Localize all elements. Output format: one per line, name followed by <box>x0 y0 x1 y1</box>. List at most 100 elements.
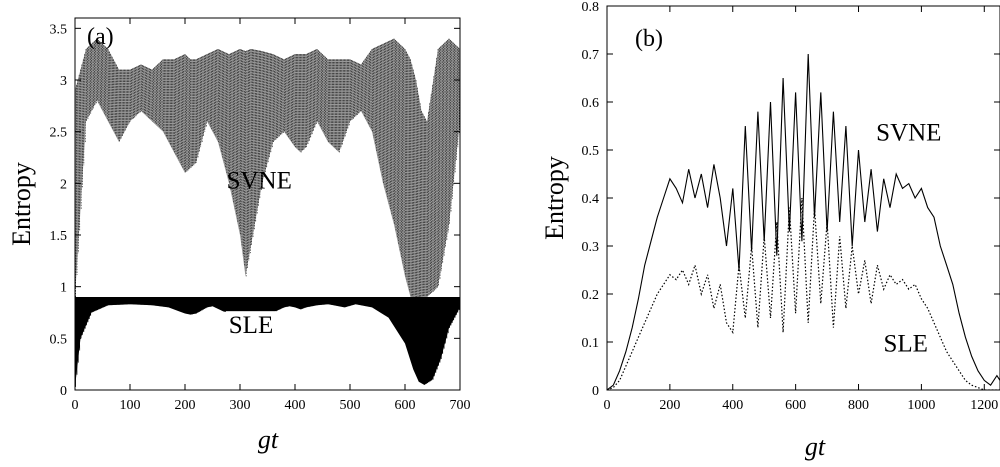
series-svne-stroke <box>208 53 210 124</box>
series-svne-stroke <box>367 54 369 124</box>
series-svne-stroke <box>187 56 189 171</box>
series-sle-stroke <box>227 296 229 313</box>
series-sle-stroke <box>384 296 386 316</box>
series-svne-stroke <box>377 46 379 158</box>
series-svne-stroke <box>191 59 193 167</box>
series-svne-stroke <box>356 62 358 115</box>
series-svne-stroke <box>348 59 350 126</box>
series-svne-stroke <box>448 38 450 225</box>
series-sle-stroke <box>78 296 81 351</box>
y-tick-label: 0.2 <box>582 288 600 303</box>
series-svne-stroke <box>239 48 241 236</box>
series-svne-stroke <box>397 42 400 245</box>
series-svne-stroke <box>386 41 389 199</box>
series-svne-stroke <box>436 58 438 288</box>
x-tick-label: 0 <box>72 398 79 413</box>
series-svne-stroke <box>96 38 98 101</box>
series-svne-stroke <box>153 68 155 123</box>
series-sle-stroke <box>389 296 391 320</box>
series-sle-stroke <box>126 296 129 305</box>
series-sle-stroke <box>293 296 295 308</box>
series-svne-stroke <box>357 63 360 114</box>
series-svne-stroke <box>329 59 331 144</box>
series-svne-stroke <box>355 61 357 117</box>
series-sle-stroke <box>180 296 182 312</box>
series-sle-stroke <box>203 296 206 309</box>
x-tick-label: 600 <box>785 398 806 413</box>
series-svne-stroke <box>220 50 222 153</box>
series-sle-stroke <box>447 296 449 334</box>
series-svne-stroke <box>430 94 433 294</box>
series-sle-stroke <box>110 296 112 306</box>
series-sle-stroke <box>103 296 105 308</box>
series-svne-stroke <box>133 67 136 118</box>
series-svne-stroke <box>342 59 345 141</box>
y-tick-label: 2.5 <box>50 126 68 141</box>
series-sle-stroke <box>353 296 356 305</box>
series-sle-stroke <box>165 296 167 308</box>
series-svne-stroke <box>104 46 107 117</box>
series-svne-stroke <box>375 47 378 152</box>
series-sle-stroke <box>132 296 134 305</box>
series-sle-stroke <box>418 296 420 382</box>
series-sle-stroke <box>444 296 446 344</box>
series-svne-stroke <box>403 47 405 270</box>
series-sle-stroke <box>443 296 445 349</box>
series-svne-stroke <box>452 42 455 186</box>
series-svne-stroke <box>362 62 364 114</box>
series-sle-stroke <box>326 296 328 305</box>
series-sle-stroke <box>287 296 290 307</box>
panel-a: 0 100 200 300 400 500 600 700 0 0.5 1 1.5 2 2.5 3 3.5 gt… <box>7 17 471 454</box>
series-sle-stroke <box>428 296 430 383</box>
series-sle-stroke <box>368 296 371 307</box>
series-sle-stroke <box>201 296 203 311</box>
series-sle-stroke <box>335 296 338 306</box>
series-svne-stroke <box>246 50 248 269</box>
series-svne-stroke <box>411 64 413 299</box>
series-annotation: SVNE <box>227 168 292 195</box>
series-sle-stroke <box>280 296 283 309</box>
series-sle-stroke <box>98 296 100 310</box>
series-svne-stroke <box>353 61 356 118</box>
series-svne-stroke <box>408 56 411 292</box>
series-sle-stroke <box>230 296 232 314</box>
series-svne-stroke <box>230 53 232 190</box>
series-svne-stroke <box>155 65 158 126</box>
x-tick-label: 1200 <box>970 398 998 413</box>
series-svne-stroke <box>241 49 243 246</box>
series-svne-stroke <box>363 60 365 117</box>
series-sle-stroke <box>452 296 455 321</box>
series-sle-stroke <box>411 296 413 366</box>
series-sle-stroke <box>432 296 434 380</box>
series-sle-stroke <box>121 296 123 305</box>
series-svne-stroke <box>121 69 123 137</box>
series-sle-stroke <box>140 296 142 305</box>
series-sle-stroke <box>309 296 312 307</box>
series-svne-stroke <box>392 39 394 220</box>
x-tick-label: 0 <box>604 398 611 413</box>
series-svne-stroke <box>243 50 246 267</box>
series-sle-stroke <box>133 296 136 305</box>
series-sle-stroke <box>153 296 155 306</box>
series-sle-stroke <box>451 296 453 323</box>
series-svne-stroke <box>117 67 119 140</box>
series-sle-stroke <box>346 296 349 307</box>
series-sle-stroke <box>172 296 174 309</box>
series-sle-stroke <box>220 296 222 311</box>
series-svne-stroke <box>227 53 229 179</box>
series-sle-stroke <box>285 296 287 308</box>
series-svne-stroke <box>443 43 445 256</box>
series-svne-stroke <box>120 69 122 140</box>
y-axis-label: Entropy <box>7 162 36 246</box>
series-sle-stroke <box>278 296 280 310</box>
x-axis-label: gt <box>258 425 279 454</box>
series-svne-stroke <box>428 112 430 296</box>
series-svne-stroke <box>115 64 118 137</box>
series-sle-stroke <box>176 296 178 311</box>
series-svne-stroke <box>157 64 159 127</box>
series-sle-stroke <box>367 296 369 307</box>
series-sle-stroke <box>290 296 292 307</box>
x-tick-label: 400 <box>722 398 743 413</box>
series-svne-stroke <box>89 45 92 114</box>
series-sle-stroke <box>311 296 313 307</box>
